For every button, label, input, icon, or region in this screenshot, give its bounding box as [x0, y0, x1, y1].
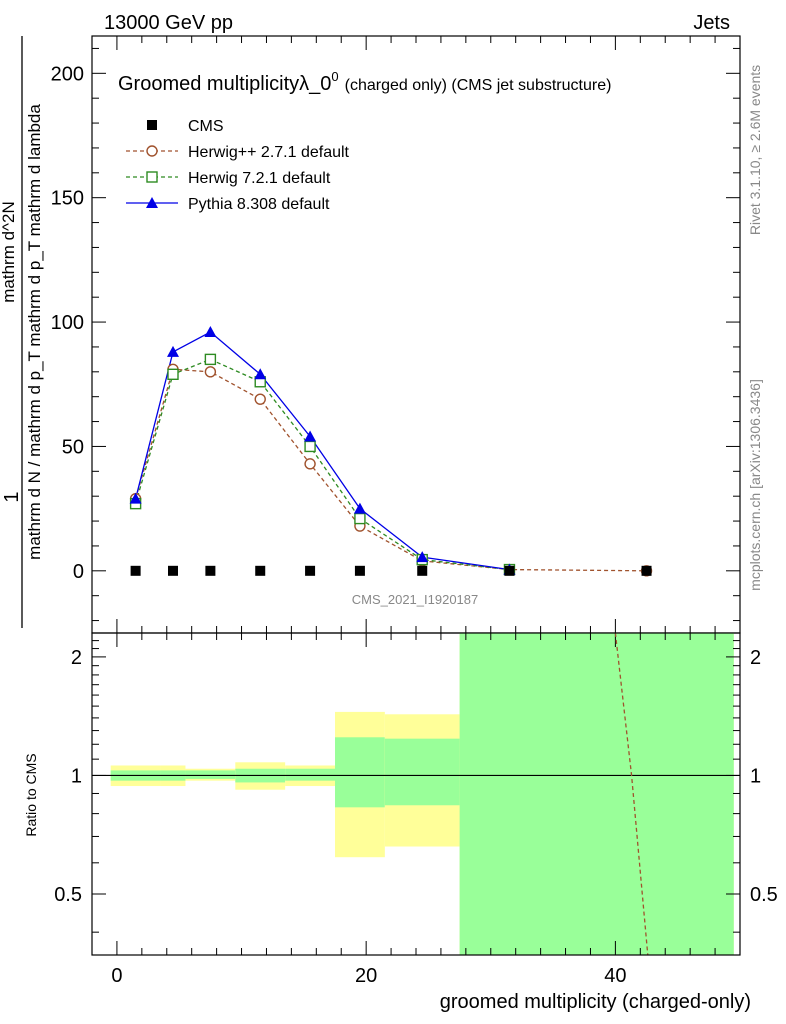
data-point — [167, 345, 179, 357]
data-point — [417, 565, 428, 576]
ratio-band-green — [285, 768, 335, 781]
ratio-tick-label: 0.5 — [54, 884, 82, 906]
mcplots-label: mcplots.cern.ch [arXiv:1306.3436] — [747, 379, 763, 591]
y-axis-title-denominator: mathrm d N / mathrm d p_T mathrm d p_T m… — [25, 104, 44, 560]
y-axis-title-numerator: mathrm d^2N — [0, 201, 18, 303]
legend-label: Herwig 7.2.1 default — [188, 170, 331, 187]
x-tick-label: 20 — [355, 965, 377, 987]
y-axis-title-one: 1 — [1, 491, 23, 502]
data-point — [254, 368, 267, 380]
ratio-curve — [614, 632, 649, 956]
data-point — [304, 430, 317, 442]
ratio-band-green — [185, 770, 236, 779]
x-tick-label: 40 — [604, 965, 626, 987]
data-point — [167, 368, 179, 380]
legend-marker — [146, 171, 158, 183]
analysis-id-watermark: CMS_2021_I1920187 — [352, 592, 479, 607]
legend-label: CMS — [188, 118, 224, 135]
ratio-band-green — [459, 633, 734, 955]
chart-title: Groomed multiplicityλ_00(charged only) (… — [118, 69, 611, 95]
data-point — [504, 565, 515, 576]
legend-marker — [146, 197, 158, 208]
data-point — [129, 492, 142, 504]
data-point — [204, 326, 217, 338]
ratio-tick-label-right: 2 — [750, 647, 761, 669]
ratio-axis-title: Ratio to CMS — [23, 753, 39, 836]
data-point — [304, 440, 316, 453]
data-point — [416, 551, 429, 563]
rivet-version-label: Rivet 3.1.10, ≥ 2.6M events — [747, 65, 763, 235]
ratio-band-green — [384, 738, 460, 806]
data-point — [254, 393, 266, 405]
series-line — [134, 368, 647, 572]
data-point — [304, 458, 316, 470]
y-tick-label: 0 — [73, 561, 84, 583]
y-tick-label: 50 — [62, 436, 84, 458]
data-point — [354, 565, 365, 576]
series-line — [134, 331, 510, 571]
data-point — [305, 565, 316, 576]
data-point — [204, 353, 217, 366]
data-point — [641, 565, 652, 576]
ratio-band-green — [335, 737, 385, 808]
data-point — [353, 502, 366, 514]
ratio-tick-label: 1 — [71, 765, 82, 787]
energy-label: 13000 GeV pp — [104, 12, 233, 34]
ratio-frame — [91, 632, 741, 956]
x-tick-label: 0 — [111, 965, 122, 987]
data-point — [130, 565, 141, 576]
series-line — [134, 358, 510, 571]
legend-marker — [147, 120, 157, 130]
legend-marker — [146, 145, 158, 157]
y-tick-label: 100 — [51, 312, 84, 334]
data-point — [205, 565, 216, 576]
legend-label: Herwig++ 2.7.1 default — [188, 144, 350, 161]
legend-label: Pythia 8.308 default — [188, 196, 330, 213]
y-tick-label: 150 — [51, 188, 84, 210]
ratio-tick-label-right: 1 — [750, 765, 761, 787]
ratio-tick-label: 2 — [71, 647, 82, 669]
y-tick-label: 200 — [51, 63, 84, 85]
data-point — [168, 565, 178, 576]
y-axis-title: 1 mathrm d^2N mathrm d N / mathrm d p_T … — [0, 36, 44, 628]
x-axis-title: groomed multiplicity (charged-only) — [440, 991, 751, 1013]
ratio-panel: 0.5 0.51 12 20 20 40 — [54, 632, 778, 987]
main-panel: 0 50 100 150 200 Groomed multiplicityλ_00(ch… — [51, 35, 741, 634]
legend: CMS Herwig++ 2.7.1 default Herwig 7.2.1 de… — [126, 118, 350, 213]
data-point — [204, 366, 217, 378]
process-label: Jets — [693, 12, 730, 34]
ratio-tick-label-right: 0.5 — [750, 884, 778, 906]
data-point — [354, 512, 366, 525]
data-point — [255, 565, 266, 576]
